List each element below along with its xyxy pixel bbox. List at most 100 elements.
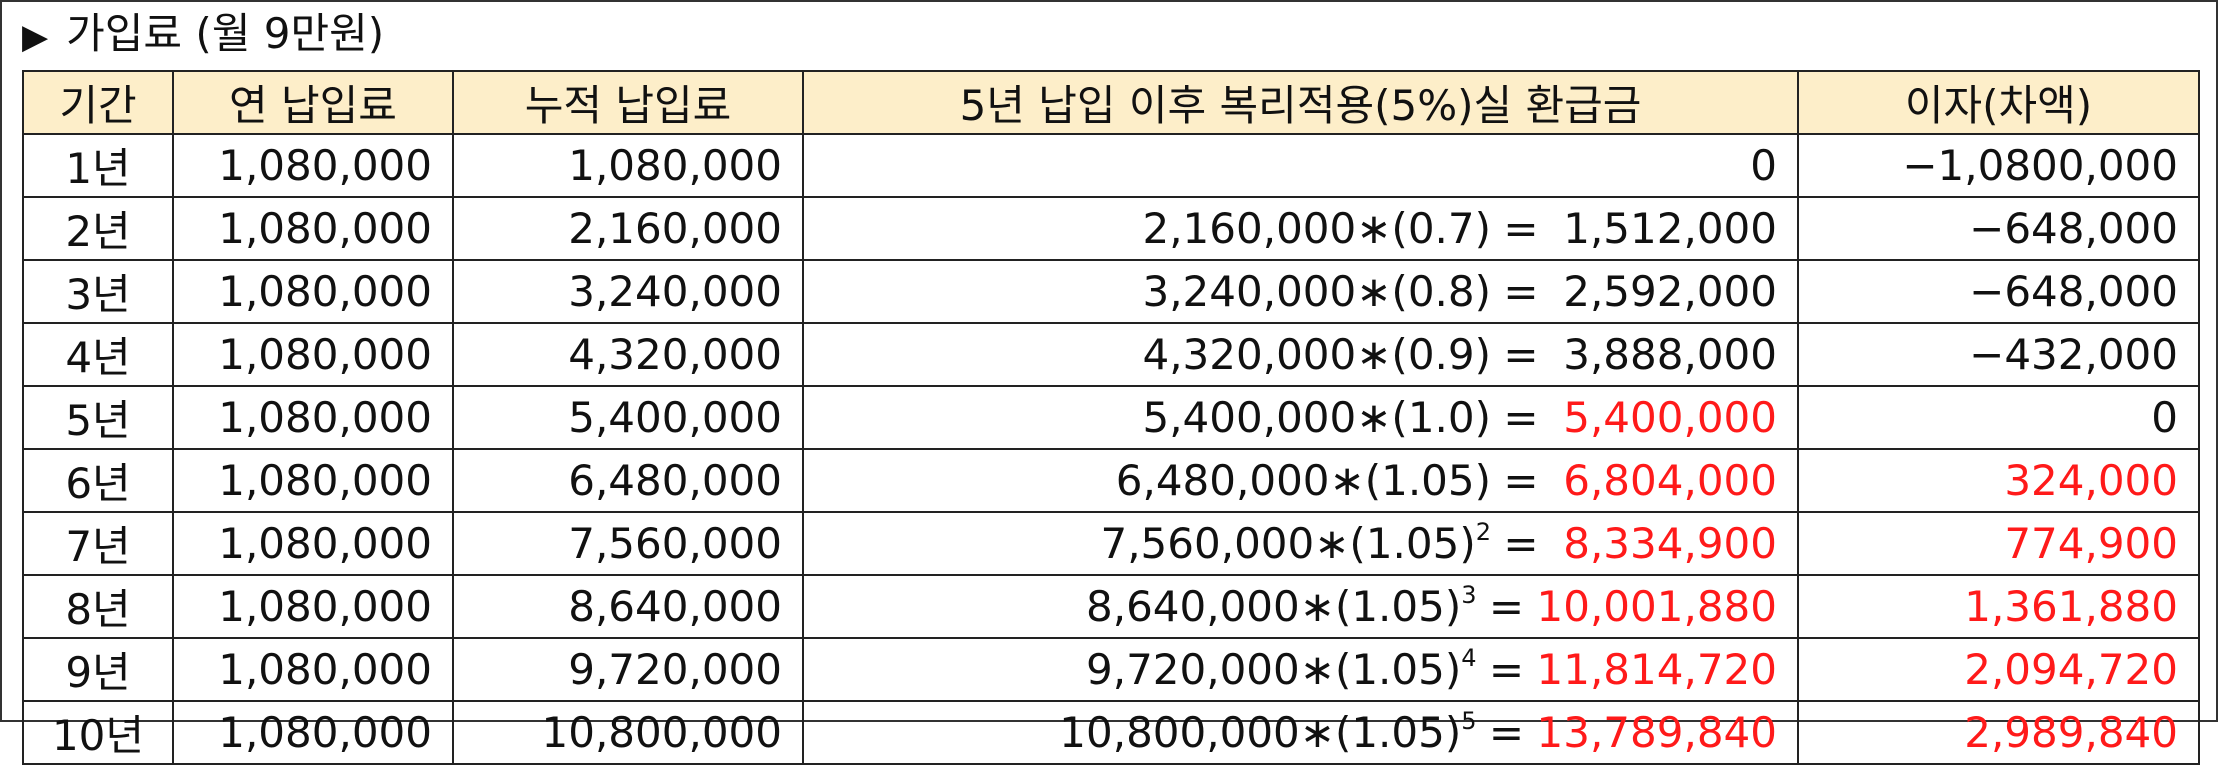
equals-sign: = <box>1503 330 1539 379</box>
annual-payment-cell: 1,080,000 <box>172 511 454 576</box>
formula-text: 9,720,000∗(1.05) <box>1086 645 1462 694</box>
formula-text: 4,320,000∗(0.9) <box>1142 330 1491 379</box>
header-cumulative-payment: 누적 납입료 <box>452 70 804 135</box>
period-cell: 9년 <box>22 637 174 702</box>
period-cell: 10년 <box>22 700 174 765</box>
annual-payment-cell: 1,080,000 <box>172 574 454 639</box>
refund-cell: 2,160,000∗(0.7) = 1,512,000 <box>802 196 1799 261</box>
cumulative-payment-cell: 10,800,000 <box>452 700 804 765</box>
refund-formula: 3,240,000∗(0.8) <box>1142 267 1491 316</box>
annual-payment-cell: 1,080,000 <box>172 700 454 765</box>
period-cell: 7년 <box>22 511 174 576</box>
refund-formula: 2,160,000∗(0.7) <box>1142 204 1491 253</box>
interest-cell: 774,900 <box>1797 511 2200 576</box>
annual-payment-cell: 1,080,000 <box>172 448 454 513</box>
cumulative-payment-cell: 1,080,000 <box>452 133 804 198</box>
refund-cell: 4,320,000∗(0.9) = 3,888,000 <box>802 322 1799 387</box>
table-row: 3년 1,080,000 3,240,000 3,240,000∗(0.8) = 2,59… <box>22 259 2200 324</box>
refund-amount: 8,334,900 <box>1563 519 1777 568</box>
table-row: 5년 1,080,000 5,400,000 5,400,000∗(1.0) = 5,40… <box>22 385 2200 450</box>
period-cell: 1년 <box>22 133 174 198</box>
annual-payment-cell: 1,080,000 <box>172 385 454 450</box>
cumulative-payment-cell: 7,560,000 <box>452 511 804 576</box>
equals-sign: = <box>1503 393 1539 442</box>
interest-cell: 0 <box>1797 385 2200 450</box>
cumulative-payment-cell: 4,320,000 <box>452 322 804 387</box>
refund-cell: 0 <box>802 133 1799 198</box>
table-row: 9년 1,080,000 9,720,000 9,720,000∗(1.05)4 = 11… <box>22 637 2200 702</box>
period-cell: 8년 <box>22 574 174 639</box>
header-period: 기간 <box>22 70 174 135</box>
refund-cell: 5,400,000∗(1.0) = 5,400,000 <box>802 385 1799 450</box>
header-interest: 이자(차액) <box>1797 70 2200 135</box>
equals-sign: = <box>1488 582 1525 631</box>
annual-payment-cell: 1,080,000 <box>172 133 454 198</box>
refund-cell: 8,640,000∗(1.05)3 = 10,001,880 <box>802 574 1799 639</box>
refund-formula: 6,480,000∗(1.05) <box>1116 456 1491 505</box>
section-heading: ▶ 가입료 (월 9만원) <box>22 4 384 64</box>
interest-cell: −648,000 <box>1797 259 2200 324</box>
formula-text: 3,240,000∗(0.8) <box>1142 267 1491 316</box>
refund-cell: 7,560,000∗(1.05)2 = 8,334,900 <box>802 511 1799 576</box>
formula-text: 5,400,000∗(1.0) <box>1142 393 1491 442</box>
table-row: 1년 1,080,000 1,080,000 0 −1,0800,000 <box>22 133 2200 198</box>
refund-amount: 0 <box>1750 141 1777 190</box>
refund-table: 기간 연 납입료 누적 납입료 5년 납입 이후 복리적용(5%)실 환급금 이… <box>22 70 2200 765</box>
refund-amount: 3,888,000 <box>1563 330 1777 379</box>
table-row: 4년 1,080,000 4,320,000 4,320,000∗(0.9) = 3,88… <box>22 322 2200 387</box>
formula-exponent: 2 <box>1475 518 1491 546</box>
period-cell: 6년 <box>22 448 174 513</box>
cumulative-payment-cell: 6,480,000 <box>452 448 804 513</box>
refund-formula: 8,640,000∗(1.05)3 <box>1086 582 1477 631</box>
triangle-bullet-icon: ▶ <box>22 17 49 57</box>
refund-cell: 10,800,000∗(1.05)5 = 13,789,840 <box>802 700 1799 765</box>
cumulative-payment-cell: 8,640,000 <box>452 574 804 639</box>
formula-text: 8,640,000∗(1.05) <box>1086 582 1462 631</box>
table-row: 8년 1,080,000 8,640,000 8,640,000∗(1.05)3 = 10… <box>22 574 2200 639</box>
equals-sign: = <box>1503 204 1539 253</box>
cumulative-payment-cell: 3,240,000 <box>452 259 804 324</box>
refund-formula: 10,800,000∗(1.05)5 <box>1059 708 1476 757</box>
refund-amount: 11,814,720 <box>1536 645 1777 694</box>
equals-sign: = <box>1488 708 1525 757</box>
cumulative-payment-cell: 9,720,000 <box>452 637 804 702</box>
refund-formula: 4,320,000∗(0.9) <box>1142 330 1491 379</box>
equals-sign: = <box>1503 519 1539 568</box>
period-cell: 4년 <box>22 322 174 387</box>
table-row: 10년 1,080,000 10,800,000 10,800,000∗(1.05)5… <box>22 700 2200 765</box>
table-body: 1년 1,080,000 1,080,000 0 −1,0800,000 2년 1,080,… <box>22 133 2200 765</box>
formula-text: 7,560,000∗(1.05) <box>1100 519 1476 568</box>
heading-text: 가입료 (월 9만원) <box>66 9 385 58</box>
refund-amount: 2,592,000 <box>1563 267 1777 316</box>
table-header: 기간 연 납입료 누적 납입료 5년 납입 이후 복리적용(5%)실 환급금 이… <box>22 70 2200 135</box>
annual-payment-cell: 1,080,000 <box>172 637 454 702</box>
refund-amount: 1,512,000 <box>1563 204 1777 253</box>
header-row: 기간 연 납입료 누적 납입료 5년 납입 이후 복리적용(5%)실 환급금 이… <box>22 70 2200 135</box>
formula-text: 6,480,000∗(1.05) <box>1115 456 1491 505</box>
period-cell: 3년 <box>22 259 174 324</box>
interest-cell: −432,000 <box>1797 322 2200 387</box>
table-row: 7년 1,080,000 7,560,000 7,560,000∗(1.05)2 = 8,… <box>22 511 2200 576</box>
cumulative-payment-cell: 5,400,000 <box>452 385 804 450</box>
refund-amount: 10,001,880 <box>1536 582 1777 631</box>
refund-formula: 7,560,000∗(1.05)2 <box>1100 519 1491 568</box>
period-cell: 2년 <box>22 196 174 261</box>
interest-cell: −648,000 <box>1797 196 2200 261</box>
interest-cell: 1,361,880 <box>1797 574 2200 639</box>
refund-formula: 9,720,000∗(1.05)4 <box>1086 645 1477 694</box>
table-row: 2년 1,080,000 2,160,000 2,160,000∗(0.7) = 1,51… <box>22 196 2200 261</box>
refund-formula: 5,400,000∗(1.0) <box>1142 393 1491 442</box>
annual-payment-cell: 1,080,000 <box>172 196 454 261</box>
header-refund: 5년 납입 이후 복리적용(5%)실 환급금 <box>802 70 1799 135</box>
refund-amount: 13,789,840 <box>1536 708 1777 757</box>
formula-exponent: 4 <box>1461 644 1477 672</box>
annual-payment-cell: 1,080,000 <box>172 322 454 387</box>
interest-cell: 2,989,840 <box>1797 700 2200 765</box>
interest-cell: 324,000 <box>1797 448 2200 513</box>
equals-sign: = <box>1503 456 1539 505</box>
interest-cell: −1,0800,000 <box>1797 133 2200 198</box>
refund-amount: 6,804,000 <box>1563 456 1777 505</box>
annual-payment-cell: 1,080,000 <box>172 259 454 324</box>
equals-sign: = <box>1503 267 1539 316</box>
